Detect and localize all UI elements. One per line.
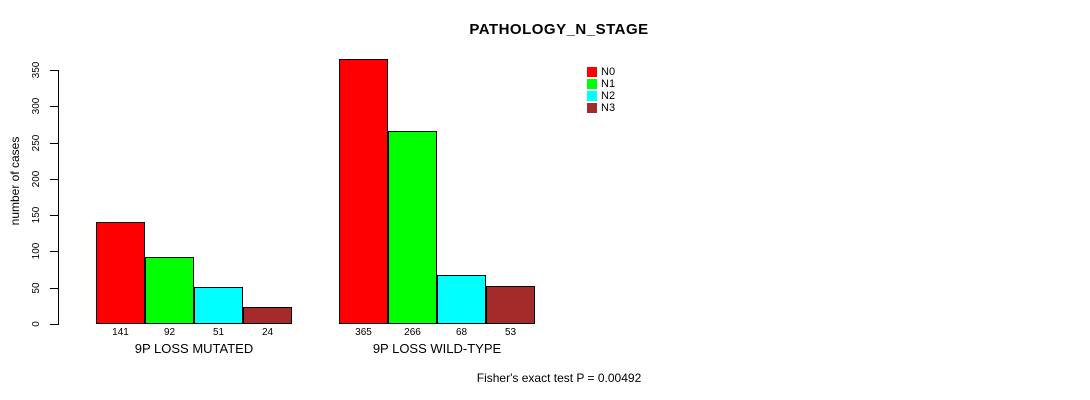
y-axis-tick-200: [50, 179, 58, 180]
y-axis-tick-150: [50, 215, 58, 216]
bar-value-label: 53: [504, 327, 517, 338]
bar-9p-loss-wild-type-n0: [339, 59, 388, 324]
y-axis-tick-250: [50, 143, 58, 144]
bar-9p-loss-mutated-n1: [145, 257, 194, 324]
y-tick-label-150: 150: [31, 206, 42, 224]
legend-swatch-n2: [587, 91, 597, 101]
y-tick-label-300: 300: [31, 97, 42, 115]
y-axis-title: number of cases: [8, 136, 22, 226]
bar-value-label: 68: [455, 327, 468, 338]
y-tick-label-50: 50: [31, 282, 42, 294]
bar-9p-loss-wild-type-n3: [486, 286, 535, 324]
y-axis-tick-0: [50, 324, 58, 325]
y-axis-line: [58, 70, 59, 325]
y-tick-label-0: 0: [31, 321, 42, 327]
legend-label-n1: N1: [601, 78, 616, 90]
y-axis-tick-50: [50, 288, 58, 289]
bar-value-label: 365: [355, 327, 372, 338]
group-label-9p-loss-wild-type: 9P LOSS WILD-TYPE: [372, 341, 502, 356]
legend-label-n2: N2: [601, 90, 616, 102]
chart-title: PATHOLOGY_N_STAGE: [469, 21, 649, 38]
footnote-fisher-test: Fisher's exact test P = 0.00492: [476, 371, 642, 385]
bar-value-label: 51: [212, 327, 225, 338]
bar-9p-loss-wild-type-n2: [437, 275, 486, 324]
y-tick-label-250: 250: [31, 134, 42, 152]
legend-swatch-n3: [587, 103, 597, 113]
y-tick-label-350: 350: [31, 61, 42, 79]
y-tick-label-200: 200: [31, 170, 42, 188]
bar-9p-loss-wild-type-n1: [388, 131, 437, 324]
y-axis-tick-100: [50, 251, 58, 252]
legend-label-n3: N3: [601, 102, 616, 114]
bar-value-label: 24: [261, 327, 274, 338]
legend-swatch-n1: [587, 79, 597, 89]
y-tick-label-100: 100: [31, 242, 42, 260]
bar-9p-loss-mutated-n3: [243, 307, 292, 324]
legend-label-n0: N0: [601, 66, 616, 78]
bar-9p-loss-mutated-n2: [194, 287, 243, 324]
group-label-9p-loss-mutated: 9P LOSS MUTATED: [134, 341, 254, 356]
bar-value-label: 92: [163, 327, 176, 338]
bar-value-label: 141: [112, 327, 129, 338]
bar-9p-loss-mutated-n0: [96, 222, 145, 324]
legend-swatch-n0: [587, 67, 597, 77]
y-axis-tick-300: [50, 106, 58, 107]
y-axis-tick-350: [50, 70, 58, 71]
bar-value-label: 266: [404, 327, 421, 338]
